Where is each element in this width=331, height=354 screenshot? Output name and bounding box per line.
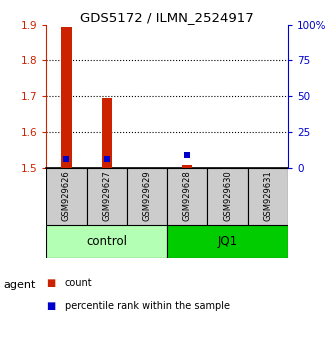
Text: control: control xyxy=(86,235,127,248)
Bar xyxy=(62,27,71,167)
Bar xyxy=(167,167,208,225)
Text: GSM929627: GSM929627 xyxy=(102,171,111,222)
Text: ■: ■ xyxy=(46,278,56,288)
Text: GSM929631: GSM929631 xyxy=(263,171,272,222)
Bar xyxy=(182,165,192,167)
Text: GSM929629: GSM929629 xyxy=(143,171,152,222)
Bar xyxy=(46,225,167,258)
Bar xyxy=(87,167,127,225)
Text: GSM929630: GSM929630 xyxy=(223,171,232,222)
Bar xyxy=(248,167,288,225)
Bar xyxy=(127,167,167,225)
Text: GSM929626: GSM929626 xyxy=(62,171,71,222)
Bar xyxy=(208,167,248,225)
Text: JQ1: JQ1 xyxy=(217,235,238,248)
Text: agent: agent xyxy=(3,280,36,290)
Bar xyxy=(102,98,112,167)
Text: count: count xyxy=(65,278,92,288)
Text: percentile rank within the sample: percentile rank within the sample xyxy=(65,301,229,311)
Bar xyxy=(167,225,288,258)
Title: GDS5172 / ILMN_2524917: GDS5172 / ILMN_2524917 xyxy=(80,11,254,24)
Text: GSM929628: GSM929628 xyxy=(183,171,192,222)
Bar xyxy=(46,167,87,225)
Text: ■: ■ xyxy=(46,301,56,311)
